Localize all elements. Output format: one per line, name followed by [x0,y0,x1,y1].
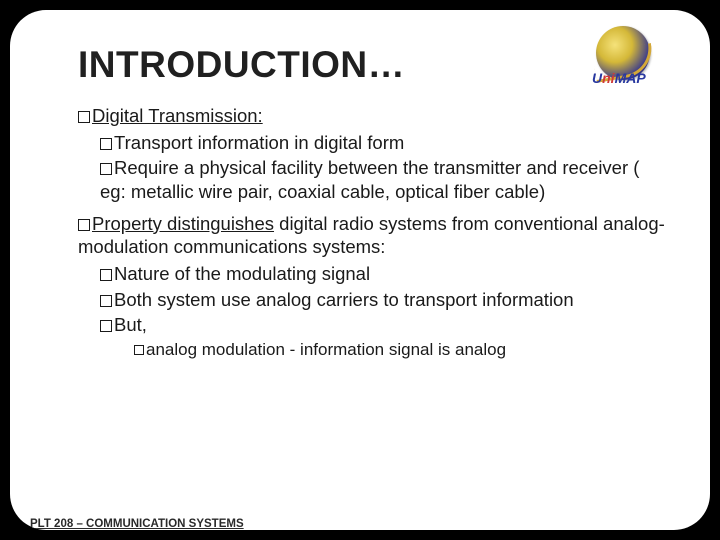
bullet-l3: analog modulation - information signal i… [134,339,666,361]
bullet-l2: Require a physical facility between the … [100,156,666,203]
logo: UniMAP [590,30,680,80]
bullet-text: Transport information in digital form [114,132,404,153]
logo-text-post: MAP [615,70,646,86]
bullet-text: Both system use analog carriers to trans… [114,289,574,310]
square-bullet-icon [100,320,112,332]
logo-text-pre: U [592,70,602,86]
bullet-l2: Nature of the modulating signal [100,262,666,286]
square-bullet-icon [78,219,90,231]
square-bullet-icon [78,111,90,123]
bullet-l2: But, [100,313,666,337]
square-bullet-icon [100,269,112,281]
bullet-text: But, [114,314,147,335]
square-bullet-icon [100,295,112,307]
logo-text-accent: ni [602,70,614,86]
bullet-text: analog modulation - information signal i… [146,340,506,359]
bullet-text: Require a physical facility between the … [100,157,639,202]
bullet-l2: Transport information in digital form [100,131,666,155]
slide-card: UniMAP INTRODUCTION… Digital Transmissio… [10,10,710,530]
bullet-text: Digital Transmission: [92,105,263,126]
logo-text: UniMAP [592,70,646,86]
bullet-lead: Property distinguishes [92,213,274,234]
bullet-l1: Digital Transmission: [78,104,666,128]
slide-title: INTRODUCTION… [78,44,666,86]
square-bullet-icon [100,138,112,150]
bullet-text: Nature of the modulating signal [114,263,370,284]
bullet-l1: Property distinguishes digital radio sys… [78,212,666,259]
footer-text: PLT 208 – COMMUNICATION SYSTEMS [30,518,244,530]
square-bullet-icon [134,345,144,355]
square-bullet-icon [100,163,112,175]
slide-content: Digital Transmission: Transport informat… [78,104,666,361]
bullet-l2: Both system use analog carriers to trans… [100,288,666,312]
